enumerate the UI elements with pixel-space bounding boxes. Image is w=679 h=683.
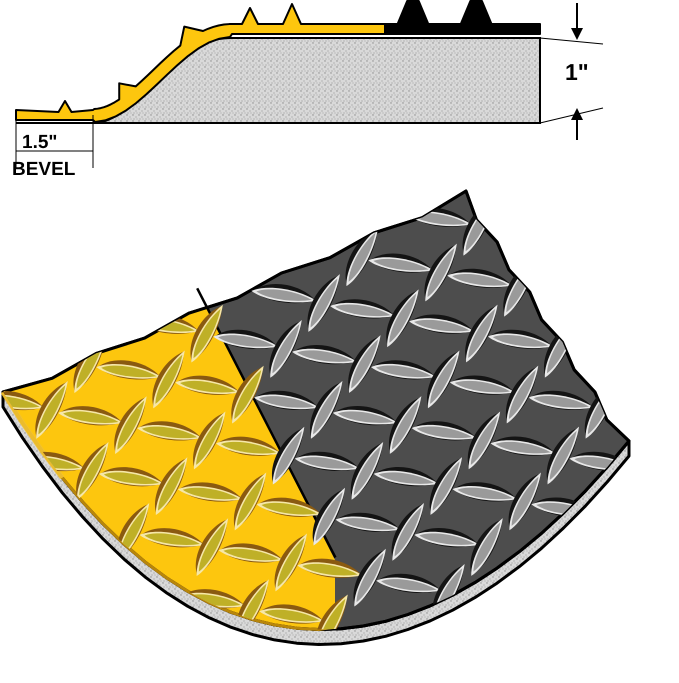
svg-text:1": 1" — [565, 59, 589, 85]
svg-text:BEVEL: BEVEL — [12, 159, 76, 180]
svg-text:1.5": 1.5" — [22, 132, 57, 153]
